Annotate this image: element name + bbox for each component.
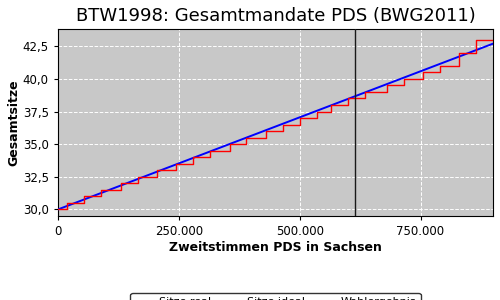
Legend: Sitze real, Sitze ideal, Wahlergebnis: Sitze real, Sitze ideal, Wahlergebnis [130,292,420,300]
Title: BTW1998: Gesamtmandate PDS (BWG2011): BTW1998: Gesamtmandate PDS (BWG2011) [76,7,475,25]
X-axis label: Zweitstimmen PDS in Sachsen: Zweitstimmen PDS in Sachsen [169,241,382,254]
Y-axis label: Gesamtsitze: Gesamtsitze [7,79,20,166]
